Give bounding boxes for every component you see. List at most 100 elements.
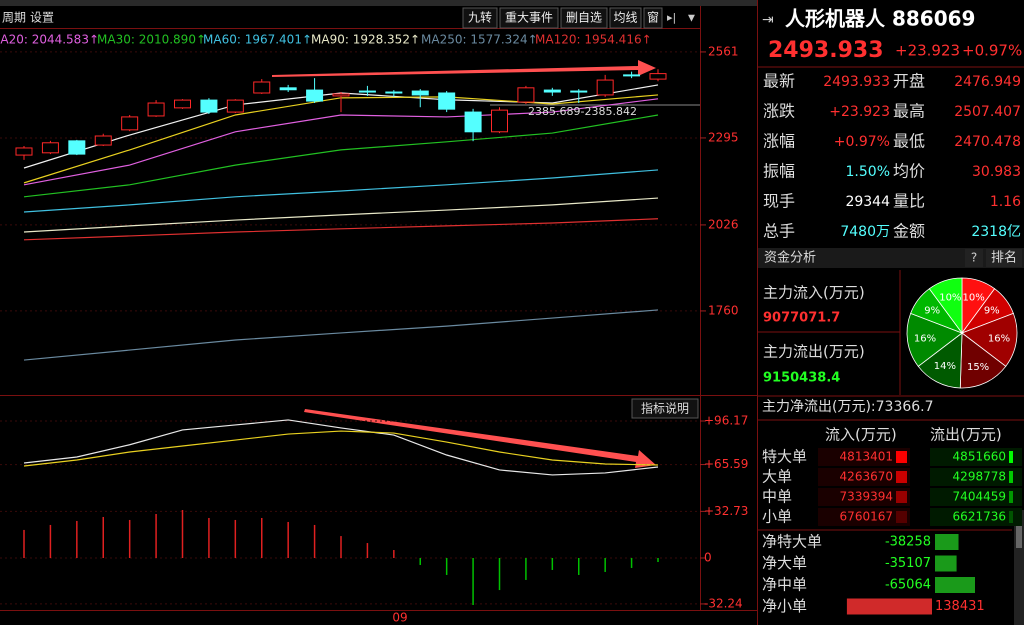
candle-body (332, 93, 350, 97)
flow-label: 中单 (762, 488, 792, 506)
indicator-line (23, 419, 659, 476)
stock-title: 人形机器人 886069 (785, 7, 975, 31)
candle-body (68, 140, 86, 155)
y-tick-label: +96.17 (704, 413, 748, 427)
quote-value: 30.983 (972, 164, 1021, 180)
flow-label: 小单 (762, 508, 792, 526)
candle-body (174, 99, 191, 109)
net-label: 净特大单 (762, 533, 822, 551)
pie-label: 14% (934, 361, 956, 372)
flow-in: 4813401 (840, 450, 893, 464)
ma-legend: MA20: 2044.583↑ (0, 33, 99, 47)
indicator-button[interactable] (631, 398, 699, 419)
pie-label: 10% (963, 292, 985, 303)
stock-change-pct: +0.97% (962, 42, 1022, 60)
quote-label: 最新 (763, 72, 795, 91)
toolbar-item: 周期 (2, 11, 26, 25)
candle-body (306, 89, 324, 102)
net-label: 净大单 (762, 554, 807, 572)
candle-body (226, 99, 244, 113)
candle-body (279, 87, 297, 91)
y-tick-label: 0 (704, 551, 712, 565)
candle-body (491, 109, 508, 133)
candle-body (94, 135, 112, 146)
quote-label: 开盘 (893, 72, 925, 91)
flow-header: 流入(万元) (825, 426, 897, 444)
outflow-value: 9150438.4 (763, 371, 840, 386)
ma-legend: MA120: 1954.416↑ (535, 33, 652, 47)
scrollbar-thumb[interactable] (1016, 518, 1022, 548)
toolbar-item: 设置 (30, 11, 54, 25)
section-header (758, 248, 1024, 268)
ma-line (23, 197, 659, 233)
candle-body (358, 90, 376, 93)
toolbar-button[interactable] (499, 7, 559, 29)
y-tick-label: 2026 (708, 217, 739, 231)
help-button[interactable] (965, 249, 983, 267)
candle-body (385, 91, 403, 94)
flow-chip (896, 511, 907, 523)
ma-line (23, 309, 659, 361)
section-title: 资金分析 (764, 250, 816, 266)
flow-chip (896, 451, 907, 463)
flow-cell (930, 468, 1022, 486)
stock-change: +23.923 (895, 42, 960, 60)
flow-chip (1009, 491, 1013, 503)
net-value: -65064 (885, 578, 931, 593)
pie-label: 9% (984, 305, 1000, 316)
x-axis-label: 09 (392, 611, 407, 625)
flow-cell (930, 488, 1022, 506)
trend-arrow (304, 409, 656, 468)
net-bar (935, 534, 959, 550)
indicator-button-label: 指标说明 (641, 401, 689, 416)
ma-line (23, 114, 659, 198)
flow-header: 流出(万元) (930, 426, 1002, 444)
y-tick-label: 2561 (708, 44, 739, 58)
net-bar (935, 555, 957, 572)
y-tick-label: -32.24 (704, 596, 743, 610)
candle-body (15, 147, 33, 156)
toolbar-label: 九转 (468, 10, 492, 25)
toolbar-icon: ▼ (688, 14, 695, 24)
quote-label: 最高 (893, 102, 925, 121)
toolbar-button[interactable] (462, 7, 498, 29)
toolbar-button[interactable] (643, 7, 663, 29)
scrollbar (1014, 510, 1024, 625)
inflow-value: 9077071.7 (763, 311, 840, 326)
trend-arrow (272, 60, 656, 77)
candle-body (517, 87, 535, 103)
rank-button[interactable] (986, 249, 1022, 267)
flow-cell (818, 468, 910, 486)
flow-chip (1009, 511, 1013, 523)
quote-value: 2476.949 (954, 74, 1021, 90)
flow-label: 特大单 (762, 448, 807, 466)
toolbar-label: 均线 (613, 11, 637, 25)
flow-cell (930, 448, 1022, 466)
ma-legend: MA60: 1967.401↑ (203, 33, 312, 47)
candle-body (623, 74, 641, 77)
pie-label: 16% (988, 333, 1010, 344)
quote-value: 7480万 (840, 224, 890, 240)
help-label: ? (971, 251, 977, 265)
ma-legend: MA250: 1577.324↑ (421, 33, 538, 47)
quote-label: 涨跌 (763, 102, 795, 121)
inflow-label: 主力流入(万元) (763, 284, 865, 302)
flow-chip (896, 491, 907, 503)
candle-body (543, 89, 561, 93)
quote-value: 1.50% (846, 164, 890, 180)
candle-body (649, 73, 667, 80)
y-tick-label: +65.59 (704, 457, 748, 471)
ma-legend: MA30: 2010.890↑ (97, 33, 206, 47)
flow-cell (818, 508, 910, 526)
candle-body (411, 90, 429, 96)
quote-label: 量比 (893, 192, 925, 211)
net-bar (846, 598, 932, 615)
flow-out: 4851660 (953, 450, 1006, 464)
candle-body (121, 116, 139, 131)
toolbar-label: 删自选 (566, 11, 602, 25)
flow-in: 6760167 (840, 510, 893, 524)
toolbar-button[interactable] (609, 7, 642, 29)
toolbar-button[interactable] (560, 7, 608, 29)
y-tick-label: 1760 (708, 303, 739, 317)
